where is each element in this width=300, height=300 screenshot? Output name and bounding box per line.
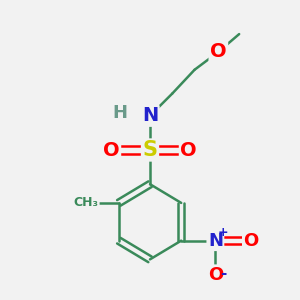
Text: O: O [208, 266, 223, 284]
Text: O: O [210, 42, 227, 62]
Text: O: O [243, 232, 259, 250]
Text: +: + [218, 226, 228, 239]
Text: O: O [103, 140, 120, 160]
Text: N: N [142, 106, 158, 125]
Text: O: O [180, 140, 197, 160]
Text: N: N [208, 232, 223, 250]
Text: S: S [142, 140, 158, 160]
Text: H: H [113, 104, 128, 122]
Text: CH₃: CH₃ [74, 196, 99, 209]
Text: -: - [220, 266, 227, 281]
